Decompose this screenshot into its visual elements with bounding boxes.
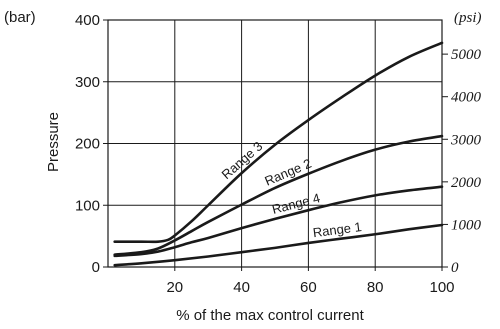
y-right-tick-label: 0	[451, 260, 459, 276]
series-label: Range 1	[312, 219, 363, 240]
y-right-tick-label: 5000	[451, 47, 482, 63]
curve-range-3	[113, 41, 444, 244]
curve-range-1	[113, 223, 444, 267]
x-tick-label: 20	[166, 279, 183, 296]
series-label: Range 2	[262, 156, 313, 189]
y-right-tick-label: 1000	[451, 217, 482, 233]
y-axis-left: 0 100 200 300 400	[75, 12, 108, 276]
y-left-tick-label: 200	[75, 136, 100, 153]
x-axis: 20 40 60 80 100	[166, 267, 455, 296]
y-left-tick-label: 300	[75, 74, 100, 91]
y-right-tick-label: 2000	[451, 175, 482, 191]
curve-range-2	[113, 134, 444, 256]
x-tick-label: 40	[233, 279, 250, 296]
unit-right-label: (psi)	[454, 10, 482, 26]
y-left-tick-label: 100	[75, 197, 100, 214]
curve-range-4	[113, 185, 444, 258]
y-left-tick-label: 400	[75, 12, 100, 29]
unit-left-label: (bar)	[4, 9, 36, 26]
x-tick-label: 60	[300, 279, 317, 296]
y-right-tick-label: 3000	[450, 132, 482, 148]
y-axis-right: 0 1000 2000 3000 4000 5000	[442, 47, 482, 276]
curves	[113, 41, 444, 267]
x-axis-title: % of the max control current	[176, 307, 364, 324]
x-tick-label: 80	[367, 279, 384, 296]
y-axis-title: Pressure	[45, 112, 62, 172]
y-right-tick-label: 4000	[451, 90, 482, 106]
y-left-tick-label: 0	[92, 259, 100, 276]
x-tick-label: 100	[429, 279, 454, 296]
